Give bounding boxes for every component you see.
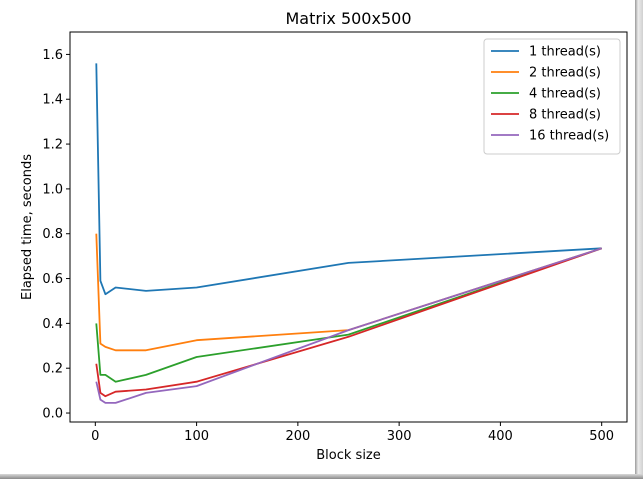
plot-area-frame [69, 31, 628, 423]
y-tick-label: 0.2 [42, 362, 63, 377]
y-tick-label: 1.0 [42, 182, 63, 197]
y-tick-label: 0.0 [42, 407, 63, 422]
series-line-1-threads [95, 63, 602, 296]
window-edge-bottom [0, 474, 643, 479]
legend-label: 2 thread(s) [529, 66, 601, 81]
legend-label: 4 thread(s) [529, 87, 601, 102]
series-line-16-threads [95, 247, 602, 404]
y-tick-label: 0.8 [42, 227, 63, 242]
window-edge-right [635, 0, 643, 479]
legend: 1 thread(s) 2 thread(s) 4 thread(s) 8 threa… [483, 38, 621, 155]
x-tick-label: 0 [91, 429, 99, 444]
line-chart: 0 100 200 300 400 500 0.0 0.2 0.4 0.6 0.8 1.0 1.2 1.4… [20, 9, 628, 463]
legend-label: 16 thread(s) [529, 129, 609, 144]
legend-box [483, 38, 621, 155]
y-tick-label: 1.6 [42, 48, 63, 63]
x-tick-label: 500 [589, 429, 614, 444]
x-tick-label: 100 [184, 429, 209, 444]
legend-label: 8 thread(s) [529, 108, 601, 123]
x-tick-label: 400 [488, 429, 513, 444]
x-tick-label: 300 [387, 429, 412, 444]
y-tick-label: 0.6 [42, 272, 63, 287]
y-tick-label: 1.2 [42, 138, 63, 153]
y-axis-label: Elapsed time, seconds [20, 154, 35, 300]
x-axis-label: Block size [316, 448, 381, 463]
chart-title: Matrix 500x500 [285, 9, 411, 28]
x-tick-label: 200 [285, 429, 310, 444]
chart-figure: 0 100 200 300 400 500 0.0 0.2 0.4 0.6 0.8 1.0 1.2 1.4… [0, 0, 635, 474]
series-line-4-threads [95, 247, 602, 383]
y-tick-label: 1.4 [42, 93, 63, 108]
series-line-2-threads [95, 233, 602, 352]
series-line-8-threads [95, 247, 602, 398]
legend-label: 1 thread(s) [529, 45, 601, 60]
y-tick-label: 0.4 [42, 317, 63, 332]
